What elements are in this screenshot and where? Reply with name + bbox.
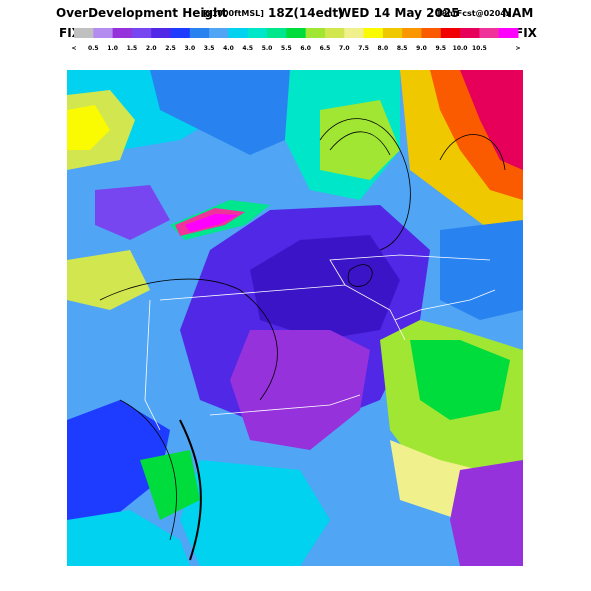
colorbar-label: 4.5 [242,45,253,52]
colorbar-label: 8.0 [378,45,389,52]
model: NAM [502,6,534,20]
field [67,70,523,566]
colorbar-swatch [305,28,326,38]
colorbar-label: 6.0 [300,45,311,52]
colorbar-swatch [189,28,210,38]
colorbar-swatch [228,28,249,38]
colorbar-swatch [267,28,287,38]
colorbar-label: 2.5 [165,45,176,52]
forecast: 18hrFcst@0204z [436,9,511,18]
colorbar-swatch [363,28,384,38]
colorbar-label: < [71,45,76,52]
colorbar-swatch [112,28,133,38]
colorbar-label: 1.5 [127,45,138,52]
units: [x1000ftMSL] [203,9,264,18]
colorbar-swatch [421,28,442,38]
title: OverDevelopment Height [56,6,228,20]
time: 18Z(14edt) [268,6,344,20]
colorbar-label: 3.0 [185,45,196,52]
colorbar-label: 2.0 [146,45,157,52]
date: WED 14 May 2025 [338,6,460,20]
colorbar-label: > [515,45,520,52]
contours [99,118,506,561]
boundaries [144,254,496,431]
colorbar-swatch [151,28,172,38]
colorbar-swatch [498,28,519,38]
colorbar-label: 8.5 [397,45,408,52]
colorbar: <0.5 1.0 1.5 2.0 2.5 3.0 3.5 4.0 4.5 5.0 5.5 6.0 6.5… [71,28,521,52]
colorbar-label: 6.5 [320,45,331,52]
colorbar-swatch [440,28,461,38]
colorbar-swatch [382,28,403,38]
colorbar-swatch [93,28,114,38]
colorbar-label: 1.0 [107,45,118,52]
colorbar-swatch [402,28,422,38]
colorbar-label: 0.5 [88,45,99,52]
colorbar-swatch [479,28,500,38]
colorbar-swatch [344,28,365,38]
colorbar-label: 9.5 [435,45,446,52]
colorbar-swatch [74,28,94,38]
colorbar-label: 3.5 [204,45,215,52]
colorbar-label: 10.5 [472,45,487,52]
colorbar-label: 9.0 [416,45,427,52]
colorbar-swatch [460,28,480,38]
colorbar-swatch [131,28,152,38]
colorbar-swatch [170,28,191,38]
colorbar-swatch [247,28,268,38]
colorbar-label: 5.0 [262,45,273,52]
colorbar-label: 7.0 [339,45,350,52]
colorbar-swatch [209,28,229,38]
colorbar-label: 10.0 [453,45,468,52]
colorbar-label: 4.0 [223,45,234,52]
fix-right: FIX [515,26,537,40]
colorbar-label: 7.5 [358,45,369,52]
colorbar-label: 5.5 [281,45,292,52]
colorbar-swatch [286,28,307,38]
colorbar-swatch [324,28,345,38]
